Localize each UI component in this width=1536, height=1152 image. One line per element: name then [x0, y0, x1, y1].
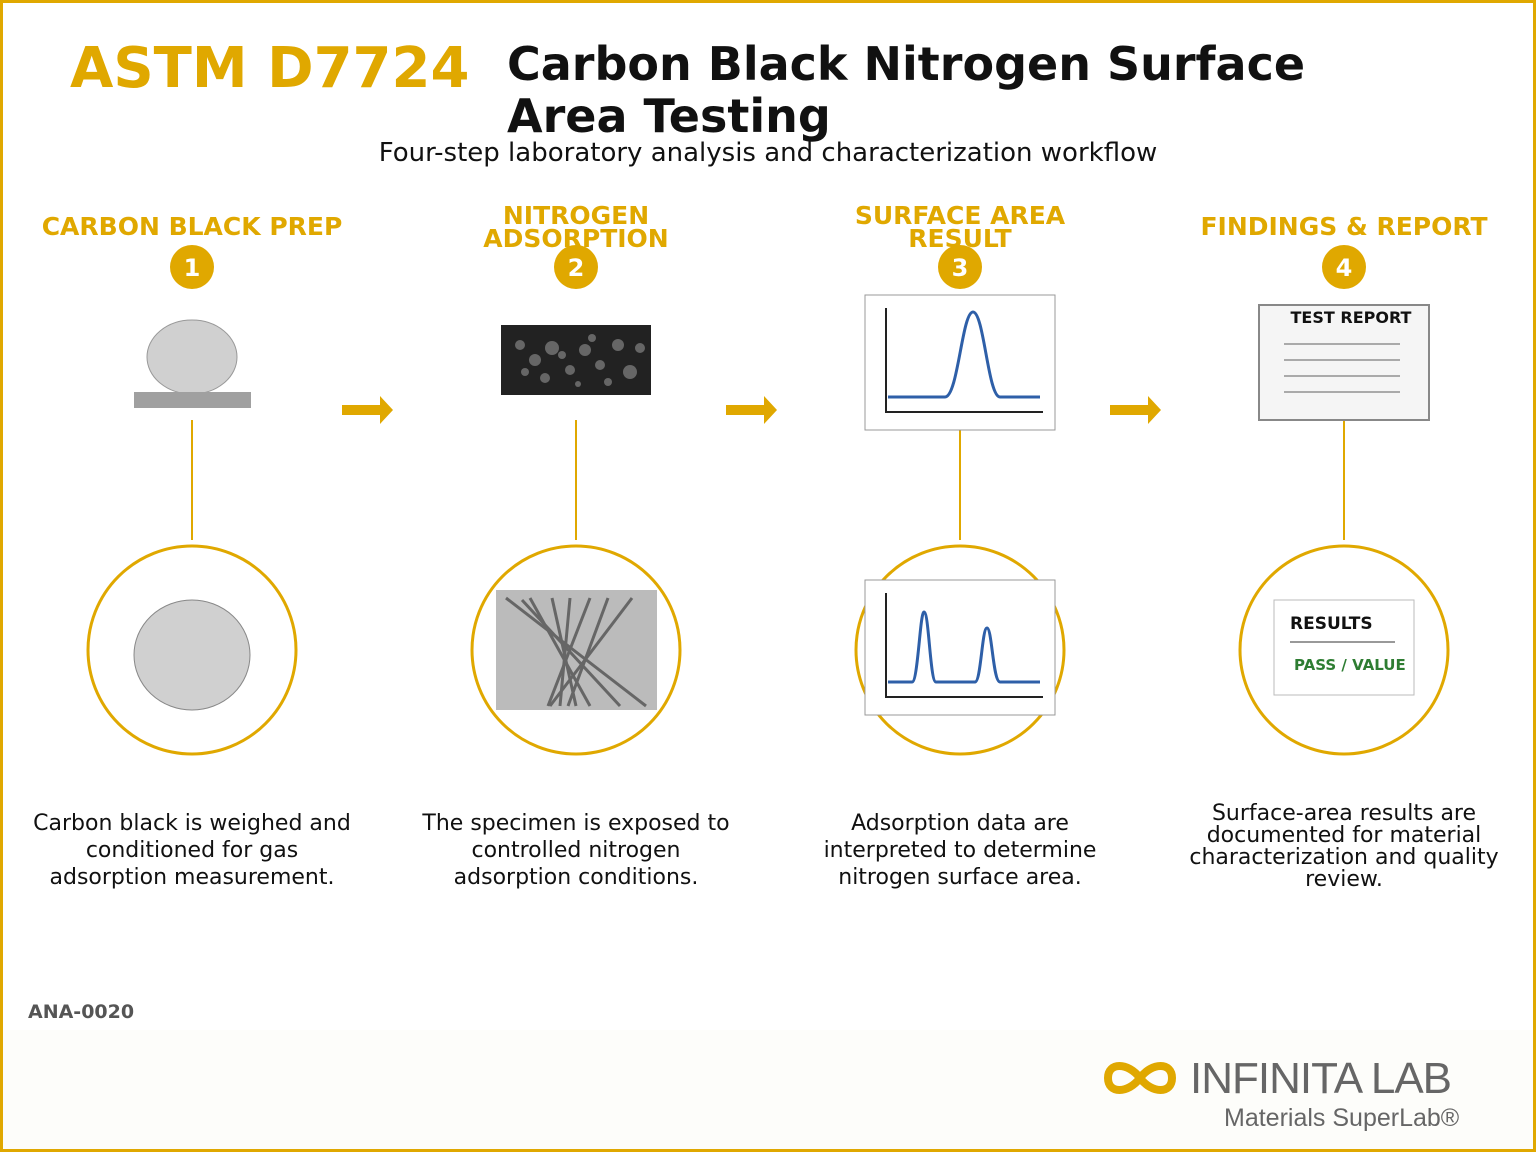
detail-circles — [86, 544, 1450, 756]
icon-sample — [133, 319, 251, 711]
results-title: RESULTS — [1290, 614, 1373, 634]
step-title: SURFACE AREA RESULT — [854, 201, 1066, 253]
report-title: TEST REPORT — [1291, 308, 1412, 327]
doc-id: ANA-0020 — [28, 1001, 135, 1023]
subtitle: Four-step laboratory analysis and charac… — [378, 138, 1158, 168]
step-description: Surface-area results are documented for … — [1189, 801, 1499, 892]
standard-code: ASTM D7724 — [70, 36, 470, 101]
step-number: 4 — [1335, 254, 1353, 282]
step-title: NITROGEN ADSORPTION — [483, 201, 669, 253]
step-title: FINDINGS & REPORT — [1200, 212, 1488, 241]
results-value: PASS / VALUE — [1294, 656, 1406, 674]
brand: INFINITA LAB — [1190, 1054, 1452, 1103]
connectors — [191, 420, 1345, 540]
step-description: The specimen is exposed to controlled ni… — [422, 811, 730, 890]
icon-graphs — [864, 294, 1056, 716]
step-number: 3 — [951, 254, 969, 282]
step-description: Adsorption data are interpreted to deter… — [823, 811, 1097, 890]
step-number: 1 — [183, 254, 201, 282]
step-number: 2 — [567, 254, 585, 282]
title: Carbon Black Nitrogen Surface Area Testi… — [507, 37, 1306, 143]
tagline: Materials SuperLab® — [1224, 1104, 1460, 1132]
footer-band — [3, 1030, 1533, 1149]
arrows — [342, 396, 1161, 424]
logo-mark — [1103, 1062, 1177, 1094]
icon-particles — [496, 325, 657, 710]
step-description: Carbon black is weighed and conditioned … — [33, 811, 351, 890]
number-badges — [170, 245, 1366, 289]
icon-report: TEST REPORT RESULTS PASS / VALUE — [1258, 304, 1430, 696]
step-title: CARBON BLACK PREP — [41, 212, 343, 241]
